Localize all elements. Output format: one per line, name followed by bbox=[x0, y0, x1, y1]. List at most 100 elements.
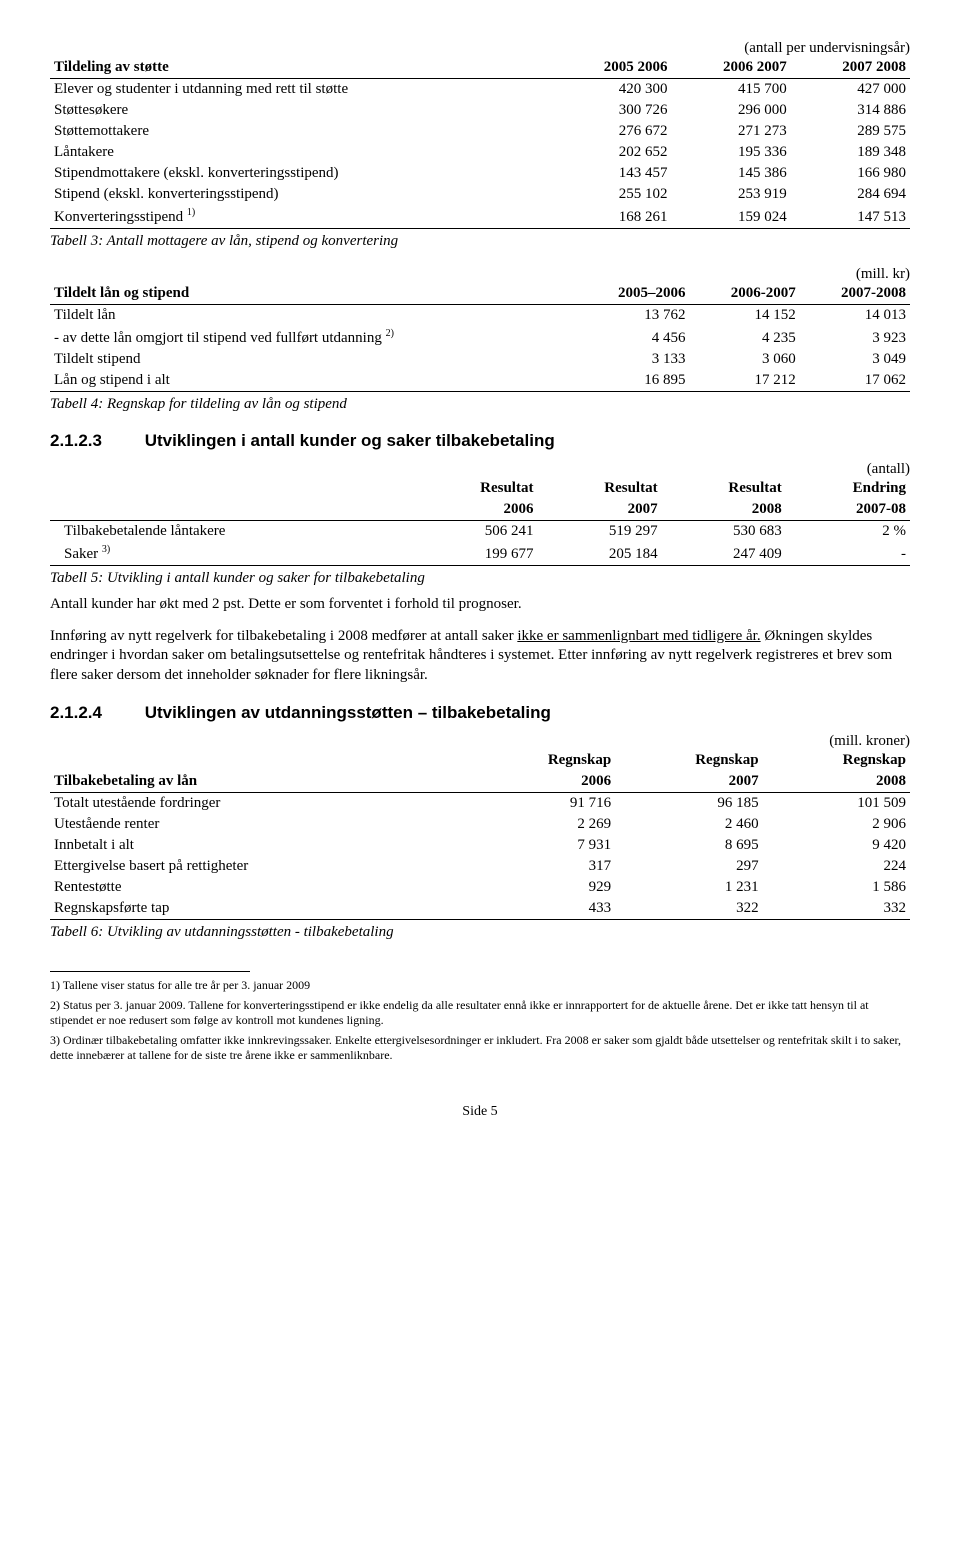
t2-r3-c2: 17 212 bbox=[690, 370, 800, 392]
t2-r0-c2: 14 152 bbox=[690, 305, 800, 327]
t2-r0-c1: 13 762 bbox=[575, 305, 689, 327]
t1-r6-sup: 1) bbox=[187, 207, 195, 218]
t2-r1-sup: 2) bbox=[386, 328, 394, 339]
t1-r4-c3: 166 980 bbox=[791, 163, 910, 184]
t4-r0-a: 91 716 bbox=[468, 793, 615, 815]
t1-head-label: Tildeling av støtte bbox=[50, 57, 552, 79]
table-kunder-saker: Resultat Resultat Resultat Endring 2006 … bbox=[50, 478, 910, 566]
unit-note-mill: (mill. kr) bbox=[50, 266, 910, 283]
t4-r4-a: 929 bbox=[468, 877, 615, 898]
t1-r0-l: Elever og studenter i utdanning med rett… bbox=[50, 79, 552, 101]
t4-r5-l: Regnskapsførte tap bbox=[50, 898, 468, 920]
t3-r1-c: 247 409 bbox=[662, 542, 786, 566]
t1-r1-c2: 296 000 bbox=[671, 100, 790, 121]
t2-head-label: Tildelt lån og stipend bbox=[50, 283, 575, 305]
t1-r1-l: Støttesøkere bbox=[50, 100, 552, 121]
t1-r6-c3: 147 513 bbox=[791, 205, 910, 229]
t1-r0-c2: 415 700 bbox=[671, 79, 790, 101]
unit-note-millkr: (mill. kroner) bbox=[50, 733, 910, 750]
t2-head-c3: 2007-2008 bbox=[800, 283, 910, 305]
t3-r1-d: - bbox=[786, 542, 910, 566]
section-2123-heading: 2.1.2.3 Utviklingen i antall kunder og s… bbox=[50, 431, 910, 451]
t4-h1-a: Regnskap bbox=[468, 750, 615, 771]
para-2a: Innføring av nytt regelverk for tilbakeb… bbox=[50, 628, 517, 644]
t1-r6-l: Konverteringsstipend 1) bbox=[50, 205, 552, 229]
t2-head-c1: 2005–2006 bbox=[575, 283, 689, 305]
t3-r1-l: Saker 3) bbox=[50, 542, 413, 566]
t1-r3-c1: 202 652 bbox=[552, 142, 671, 163]
t1-r3-c2: 195 336 bbox=[671, 142, 790, 163]
t4-r2-c: 9 420 bbox=[763, 835, 910, 856]
t3-r1-label: Saker bbox=[64, 546, 98, 562]
t2-r3-l: Lån og stipend i alt bbox=[50, 370, 575, 392]
t3-r1-a: 199 677 bbox=[413, 542, 537, 566]
footnotes: 1) Tallene viser status for alle tre år … bbox=[50, 978, 910, 1064]
t1-r4-l: Stipendmottakere (ekskl. konverteringsst… bbox=[50, 163, 552, 184]
t4-r1-b: 2 460 bbox=[615, 814, 762, 835]
t4-r2-a: 7 931 bbox=[468, 835, 615, 856]
t2-r2-c2: 3 060 bbox=[690, 349, 800, 370]
t2-r0-c3: 14 013 bbox=[800, 305, 910, 327]
t4-h1-b: Regnskap bbox=[615, 750, 762, 771]
t2-r2-c3: 3 049 bbox=[800, 349, 910, 370]
t4-r0-b: 96 185 bbox=[615, 793, 762, 815]
t3-h2-a: 2006 bbox=[413, 499, 537, 521]
t4-h2-c: 2008 bbox=[763, 771, 910, 793]
t3-h1-b: Resultat bbox=[537, 478, 661, 499]
t4-r4-b: 1 231 bbox=[615, 877, 762, 898]
t1-r5-c1: 255 102 bbox=[552, 184, 671, 205]
caption-4: Tabell 4: Regnskap for tildeling av lån … bbox=[50, 396, 910, 413]
t4-r0-l: Totalt utestående fordringer bbox=[50, 793, 468, 815]
t1-r4-c1: 143 457 bbox=[552, 163, 671, 184]
t3-h2-c: 2008 bbox=[662, 499, 786, 521]
t4-r5-b: 322 bbox=[615, 898, 762, 920]
t4-r4-c: 1 586 bbox=[763, 877, 910, 898]
t2-head-c2: 2006-2007 bbox=[690, 283, 800, 305]
t1-head-c3: 2007 2008 bbox=[791, 57, 910, 79]
t2-r1-c1: 4 456 bbox=[575, 326, 689, 349]
para-1: Antall kunder har økt med 2 pst. Dette e… bbox=[50, 595, 910, 615]
t3-r0-c: 530 683 bbox=[662, 521, 786, 543]
t4-r2-b: 8 695 bbox=[615, 835, 762, 856]
section-2124-title: Utviklingen av utdanningsstøtten – tilba… bbox=[145, 703, 551, 722]
t3-h2-d: 2007-08 bbox=[786, 499, 910, 521]
t4-r5-c: 332 bbox=[763, 898, 910, 920]
t4-h1-c: Regnskap bbox=[763, 750, 910, 771]
t4-r1-a: 2 269 bbox=[468, 814, 615, 835]
t4-h2-a: 2006 bbox=[468, 771, 615, 793]
t3-r0-l: Tilbakebetalende låntakere bbox=[50, 521, 413, 543]
t2-r1-c2: 4 235 bbox=[690, 326, 800, 349]
t3-r1-sup: 3) bbox=[102, 544, 110, 555]
t1-head-c1: 2005 2006 bbox=[552, 57, 671, 79]
section-2123-num: 2.1.2.3 bbox=[50, 431, 140, 451]
t1-r4-c2: 145 386 bbox=[671, 163, 790, 184]
section-2123-title: Utviklingen i antall kunder og saker til… bbox=[145, 431, 555, 450]
t1-r5-l: Stipend (ekskl. konverteringsstipend) bbox=[50, 184, 552, 205]
t2-r3-c3: 17 062 bbox=[800, 370, 910, 392]
t4-r4-l: Rentestøtte bbox=[50, 877, 468, 898]
t3-h1-d: Endring bbox=[786, 478, 910, 499]
t1-r0-c3: 427 000 bbox=[791, 79, 910, 101]
t1-r6-label: Konverteringsstipend bbox=[54, 209, 183, 225]
t2-r1-l: - av dette lån omgjort til stipend ved f… bbox=[50, 326, 575, 349]
t3-r0-b: 519 297 bbox=[537, 521, 661, 543]
para-2u: ikke er sammenlignbart med tidligere år. bbox=[517, 628, 760, 644]
t3-h2-b: 2007 bbox=[537, 499, 661, 521]
table-tilbakebetaling: Regnskap Regnskap Regnskap Tilbakebetali… bbox=[50, 750, 910, 920]
t2-r3-c1: 16 895 bbox=[575, 370, 689, 392]
t2-r1-label: - av dette lån omgjort til stipend ved f… bbox=[54, 330, 382, 346]
t3-h1-a: Resultat bbox=[413, 478, 537, 499]
caption-3: Tabell 3: Antall mottagere av lån, stipe… bbox=[50, 233, 910, 250]
t1-r0-c1: 420 300 bbox=[552, 79, 671, 101]
t1-r2-c1: 276 672 bbox=[552, 121, 671, 142]
t4-r2-l: Innbetalt i alt bbox=[50, 835, 468, 856]
t3-r1-b: 205 184 bbox=[537, 542, 661, 566]
t4-r3-c: 224 bbox=[763, 856, 910, 877]
t4-h2-label: Tilbakebetaling av lån bbox=[50, 771, 468, 793]
t4-r1-c: 2 906 bbox=[763, 814, 910, 835]
t1-r2-c2: 271 273 bbox=[671, 121, 790, 142]
section-2124-num: 2.1.2.4 bbox=[50, 703, 140, 723]
t2-r2-l: Tildelt stipend bbox=[50, 349, 575, 370]
unit-note: (antall per undervisningsår) bbox=[50, 40, 910, 57]
para-2: Innføring av nytt regelverk for tilbakeb… bbox=[50, 627, 910, 686]
